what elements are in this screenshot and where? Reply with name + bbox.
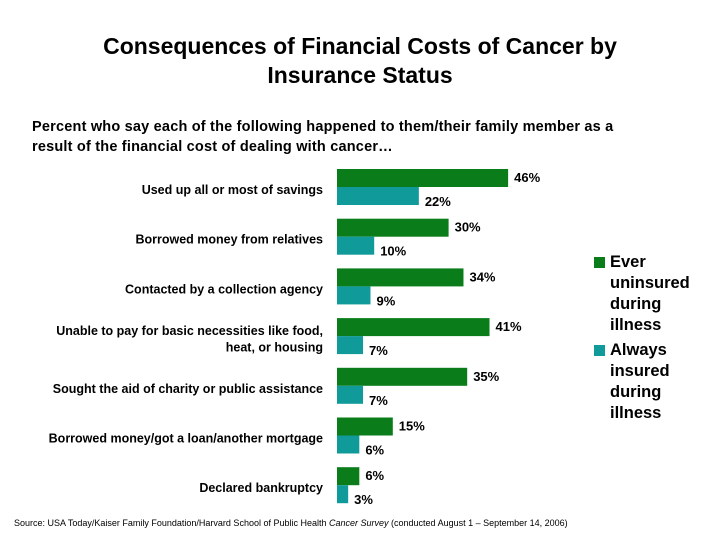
bar-uninsured-2 xyxy=(337,218,449,237)
chart-title-line-2: Insurance Status xyxy=(267,62,453,88)
bar-uninsured-4 xyxy=(337,318,490,337)
legend-item-uninsured: Ever uninsured during illness xyxy=(594,252,714,336)
data-label-insured-4: 7% xyxy=(369,343,388,358)
data-label-insured-3: 9% xyxy=(376,293,395,308)
data-label-uninsured-3: 34% xyxy=(469,269,495,284)
legend: Ever uninsured during illness Always ins… xyxy=(594,252,714,428)
chart-subtitle-line-2: result of the financial cost of dealing … xyxy=(32,139,393,155)
source-note: Source: USA Today/Kaiser Family Foundati… xyxy=(14,518,568,528)
data-label-uninsured-2: 30% xyxy=(455,220,481,235)
bar-insured-7 xyxy=(337,485,349,504)
chart-subtitle-line-1: Percent who say each of the following ha… xyxy=(32,119,614,135)
bar-uninsured-3 xyxy=(337,268,464,287)
legend-label-uninsured-4: illness xyxy=(610,316,662,334)
legend-label-insured-2: insured xyxy=(610,362,670,380)
category-label-3: Contacted by a collection agency xyxy=(125,282,323,296)
legend-swatch-uninsured xyxy=(594,257,605,268)
data-label-uninsured-5: 35% xyxy=(473,369,499,384)
category-label-6: Borrowed money/got a loan/another mortga… xyxy=(49,432,323,446)
chart-title: Consequences of Financial Costs of Cance… xyxy=(0,32,720,90)
legend-item-insured: Always insured during illness xyxy=(594,340,714,424)
legend-label-uninsured-1: Ever xyxy=(610,253,646,271)
source-prefix: Source: USA Today/Kaiser Family Foundati… xyxy=(14,518,329,528)
source-suffix: (conducted August 1 – September 14, 2006… xyxy=(388,518,568,528)
data-label-insured-5: 7% xyxy=(369,393,388,408)
bar-insured-6 xyxy=(337,435,360,454)
legend-label-insured-3: during xyxy=(610,383,662,401)
legend-label-insured-4: illness xyxy=(610,404,662,422)
data-label-insured-7: 3% xyxy=(354,492,373,507)
legend-label-uninsured-3: during xyxy=(610,295,662,313)
category-label-2: Borrowed money from relatives xyxy=(135,233,323,247)
legend-swatch-insured xyxy=(594,345,605,356)
category-label-5: Sought the aid of charity or public assi… xyxy=(53,382,323,396)
data-label-uninsured-1: 46% xyxy=(514,170,540,185)
bar-insured-4 xyxy=(337,336,364,355)
data-label-insured-6: 6% xyxy=(365,443,384,458)
category-label-4-line-1: Unable to pay for basic necessities like… xyxy=(56,324,323,338)
data-label-insured-2: 10% xyxy=(380,244,406,259)
chart-title-line-1: Consequences of Financial Costs of Cance… xyxy=(103,33,617,59)
bar-uninsured-6 xyxy=(337,417,393,436)
bar-insured-3 xyxy=(337,286,371,305)
bar-insured-2 xyxy=(337,236,375,255)
bar-uninsured-7 xyxy=(337,467,360,486)
bar-uninsured-5 xyxy=(337,367,468,386)
category-label-4-line-2: heat, or housing xyxy=(226,340,323,354)
bar-insured-1 xyxy=(337,187,419,205)
bar-insured-5 xyxy=(337,385,364,404)
data-label-uninsured-4: 41% xyxy=(496,319,522,334)
legend-label-uninsured-2: uninsured xyxy=(610,274,690,292)
category-label-7: Declared bankruptcy xyxy=(199,481,323,495)
data-label-uninsured-7: 6% xyxy=(365,468,384,483)
data-label-insured-1: 22% xyxy=(425,194,451,209)
bar-uninsured-1 xyxy=(337,169,509,187)
category-label-1: Used up all or most of savings xyxy=(142,183,323,197)
source-survey-name: Cancer Survey xyxy=(329,518,389,528)
legend-label-insured-1: Always xyxy=(610,341,667,359)
data-label-uninsured-6: 15% xyxy=(399,419,425,434)
chart-subtitle: Percent who say each of the following ha… xyxy=(32,117,692,157)
